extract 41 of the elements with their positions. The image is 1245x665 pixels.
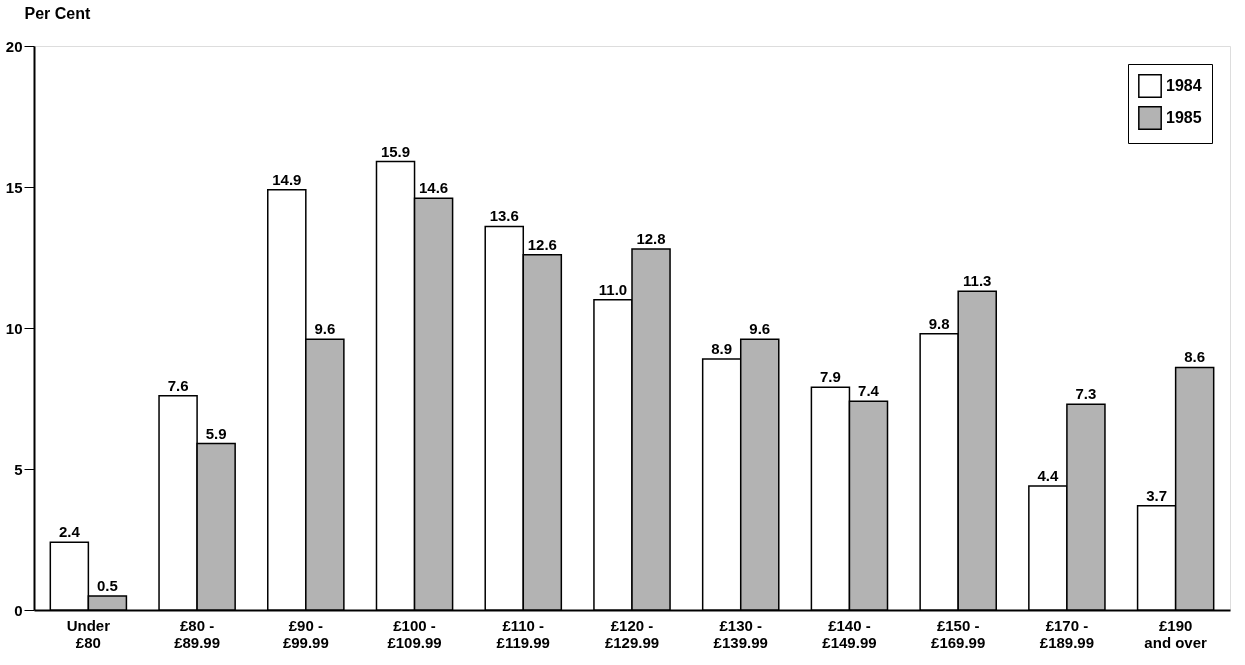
data-label: 9.6 [749, 320, 771, 338]
data-label: 13.6 [489, 207, 519, 225]
x-tick-label: £130 - £139.99 [713, 616, 768, 651]
data-label: 12.6 [527, 235, 557, 253]
x-tick-label: £140 - £149.99 [822, 616, 877, 651]
legend-label: 1984 [1166, 77, 1202, 94]
y-tick-label: 0 [14, 601, 23, 619]
x-tick-label: £150 - £169.99 [931, 616, 986, 651]
data-label: 3.7 [1146, 486, 1168, 504]
data-label: 9.6 [314, 320, 336, 338]
x-tick-label: £80 - £89.99 [174, 616, 221, 651]
y-tick-label: 20 [5, 37, 23, 55]
data-label: 14.9 [272, 170, 302, 188]
x-tick-label: £170 - £189.99 [1039, 616, 1095, 651]
data-label: 15.9 [380, 142, 411, 160]
data-label: 5.9 [205, 424, 227, 442]
data-label: 12.8 [636, 230, 666, 248]
x-tick-label: £110 - £119.99 [496, 616, 550, 651]
data-label: 14.6 [418, 179, 449, 197]
data-label: 2.4 [58, 523, 81, 541]
data-label: 11.0 [598, 280, 628, 298]
y-tick-label: 10 [5, 319, 23, 337]
y-tick-label: 5 [14, 460, 23, 478]
data-label: 7.9 [820, 368, 841, 386]
x-tick-label: £90 - £99.99 [282, 616, 329, 651]
data-label: 4.4 [1037, 466, 1059, 484]
data-label: 11.3 [963, 272, 992, 290]
x-tick-label: £120 - £129.99 [604, 616, 660, 651]
data-label: 7.4 [858, 382, 880, 400]
data-label: 9.8 [928, 314, 950, 332]
data-label: 7.6 [167, 376, 189, 394]
x-tick-label: £190 and over [1144, 616, 1208, 651]
legend-label: 1985 [1166, 109, 1202, 126]
data-label: 0.5 [96, 576, 118, 594]
data-label: 7.3 [1075, 385, 1097, 403]
y-axis-title: Per Cent [24, 4, 91, 22]
x-tick-label: Under £80 [66, 616, 111, 651]
data-label: 8.9 [711, 340, 733, 358]
y-tick-label: 15 [5, 178, 23, 196]
x-tick-label: £100 - £109.99 [387, 616, 442, 651]
data-label: 8.6 [1184, 348, 1206, 366]
